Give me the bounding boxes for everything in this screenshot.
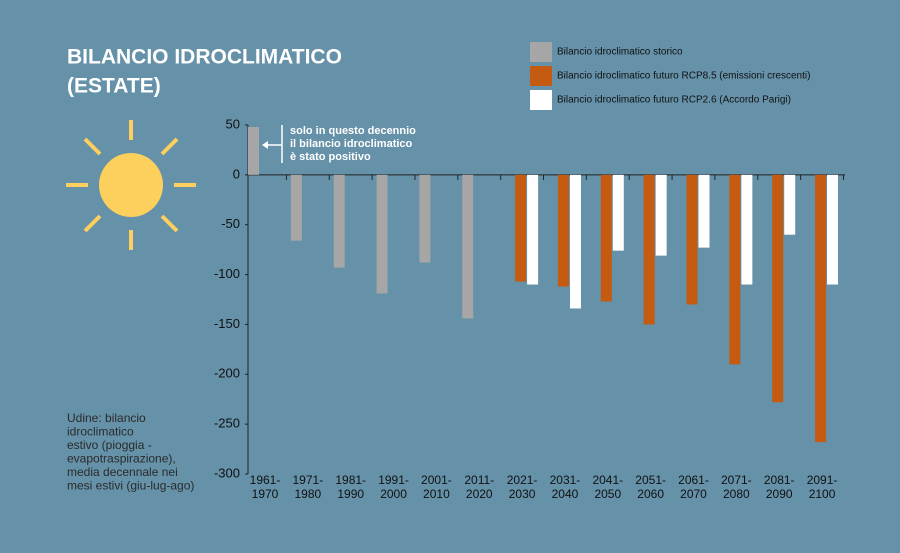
x-tick-label: 2100 <box>809 487 836 501</box>
bar <box>741 174 753 285</box>
y-tick-label: -200 <box>214 366 240 381</box>
bar <box>462 174 474 319</box>
annotation: è stato positivo <box>290 151 371 163</box>
x-tick-label: 2081- <box>764 473 795 487</box>
annotation: solo in questo decennio <box>290 125 416 137</box>
x-tick-label: 2090 <box>766 487 793 501</box>
bar <box>248 126 259 175</box>
bar <box>772 174 784 403</box>
legend-swatch <box>530 66 552 86</box>
bar <box>600 174 612 302</box>
note: estivo (pioggia - <box>67 438 152 452</box>
x-tick-label: 1991- <box>378 473 409 487</box>
x-tick-label: 2070 <box>680 487 707 501</box>
y-tick-label: -300 <box>214 465 240 480</box>
legend-label: Bilancio idroclimatico storico <box>557 47 683 58</box>
bar <box>612 174 624 251</box>
bar <box>557 174 569 287</box>
x-tick-label: 1990 <box>337 487 364 501</box>
annotation: il bilancio idroclimatico <box>290 138 413 150</box>
x-tick-label: 2041- <box>592 473 623 487</box>
bar <box>333 174 345 268</box>
x-tick-label: 1980 <box>294 487 321 501</box>
bar <box>290 174 302 241</box>
bar <box>569 174 581 309</box>
y-tick-label: -150 <box>214 316 240 331</box>
bar <box>419 174 431 263</box>
legend-swatch <box>530 90 552 110</box>
y-tick-label: 0 <box>233 166 240 181</box>
bar <box>784 174 796 235</box>
bar <box>527 174 539 285</box>
bar <box>698 174 710 248</box>
x-tick-label: 2071- <box>721 473 752 487</box>
x-tick-label: 2030 <box>509 487 536 501</box>
legend-swatch <box>530 42 552 62</box>
x-tick-label: 1961- <box>250 473 281 487</box>
x-tick-label: 2000 <box>380 487 407 501</box>
y-tick-label: -250 <box>214 416 240 431</box>
bar <box>827 174 839 285</box>
chart-title: BILANCIO IDROCLIMATICO <box>67 46 342 69</box>
sun <box>66 120 196 250</box>
bar <box>686 174 698 305</box>
bar <box>376 174 388 294</box>
x-tick-label: 2010 <box>423 487 450 501</box>
bar <box>515 174 527 282</box>
y-tick-label: -100 <box>214 266 240 281</box>
y-tick-label: -50 <box>221 216 240 231</box>
chart-title: (ESTATE) <box>67 75 161 98</box>
bar <box>815 174 827 443</box>
x-tick-label: 1981- <box>335 473 366 487</box>
y-tick-label: 50 <box>226 116 240 131</box>
x-tick-label: 2001- <box>421 473 452 487</box>
note: Udine: bilancio <box>67 411 146 425</box>
annotation-arrowhead <box>262 141 268 149</box>
x-tick-label: 2021- <box>507 473 538 487</box>
bar <box>729 174 741 365</box>
legend-label: Bilancio idroclimatico futuro RCP2.6 (Ac… <box>557 95 791 106</box>
bar <box>643 174 655 325</box>
note: evapotraspirazione), <box>67 452 176 466</box>
x-tick-label: 2031- <box>550 473 581 487</box>
note: idroclimatico <box>67 425 134 439</box>
legend-label: Bilancio idroclimatico futuro RCP8.5 (em… <box>557 71 810 82</box>
x-tick-label: 2050 <box>594 487 621 501</box>
x-tick-label: 2051- <box>635 473 666 487</box>
x-tick-label: 2011- <box>464 473 494 487</box>
x-tick-label: 2091- <box>807 473 838 487</box>
x-tick-label: 2060 <box>637 487 664 501</box>
x-tick-label: 1970 <box>252 487 279 501</box>
bar <box>655 174 667 256</box>
x-tick-label: 1971- <box>292 473 323 487</box>
x-tick-label: 2061- <box>678 473 709 487</box>
x-tick-label: 2040 <box>552 487 579 501</box>
note: media decennale nei <box>67 465 178 479</box>
note: mesi estivi (giu-lug-ago) <box>67 479 194 493</box>
x-tick-label: 2020 <box>466 487 493 501</box>
x-tick-label: 2080 <box>723 487 750 501</box>
